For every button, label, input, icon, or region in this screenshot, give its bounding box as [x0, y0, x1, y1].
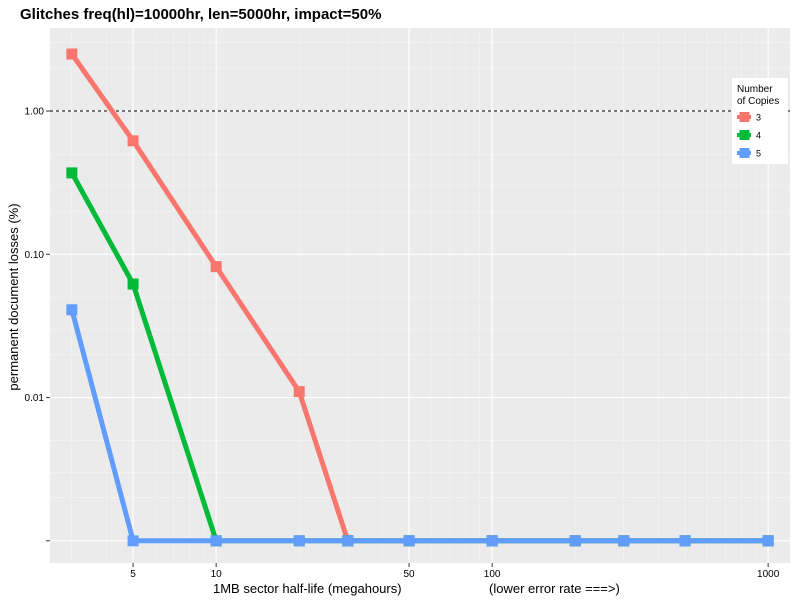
legend-label: 3 [756, 113, 761, 123]
legend-title-line1: Number [737, 84, 773, 95]
legend-item: 5 [737, 148, 761, 159]
legend-key [739, 148, 750, 158]
data-point [618, 535, 630, 547]
x-tick-label: 1000 [757, 569, 780, 580]
x-tick-label: 50 [404, 569, 416, 580]
data-point [210, 261, 222, 273]
data-point [679, 535, 691, 547]
y-tick-label: 0.01 [25, 393, 45, 404]
data-point [210, 535, 222, 547]
legend-key [739, 112, 750, 122]
data-point [293, 535, 305, 547]
x-tick-label: 5 [130, 569, 136, 580]
plot-panel [50, 28, 790, 563]
data-point [127, 535, 139, 547]
data-point [127, 278, 139, 290]
legend-items: 3 4 5 [737, 112, 761, 159]
data-point [342, 535, 354, 547]
x-axis-label: 1MB sector half-life (megahours) [213, 581, 402, 596]
y-tick-label: 0.10 [25, 250, 45, 261]
x-tick-label: 10 [211, 569, 223, 580]
legend-title-line2: of Copies [737, 96, 779, 107]
axes: 5 10 50 100 1000 0.01 0.10 1.00 [25, 107, 780, 580]
data-point [66, 48, 78, 60]
x-tick-label: 100 [484, 569, 501, 580]
legend-label: 5 [756, 149, 761, 159]
y-tick-label: 1.00 [25, 107, 45, 118]
data-point [66, 304, 78, 316]
data-point [762, 535, 774, 547]
data-point [403, 535, 415, 547]
data-point [66, 167, 78, 179]
y-axis-label: permanent document losses (%) [6, 203, 21, 390]
legend-item: 4 [737, 130, 761, 141]
data-point [293, 386, 305, 398]
legend-key [739, 130, 750, 140]
series-5 [66, 304, 774, 547]
legend-item: 3 [737, 112, 761, 123]
series-layer [66, 48, 774, 547]
data-point [127, 135, 139, 147]
chart-title: Glitches freq(hl)=10000hr, len=5000hr, i… [20, 6, 381, 23]
legend-label: 4 [756, 131, 761, 141]
x-axis-label-extra: (lower error rate ===>) [489, 581, 620, 596]
data-point [486, 535, 498, 547]
data-point [569, 535, 581, 547]
legend: Number of Copies 3 4 5 [732, 78, 788, 164]
